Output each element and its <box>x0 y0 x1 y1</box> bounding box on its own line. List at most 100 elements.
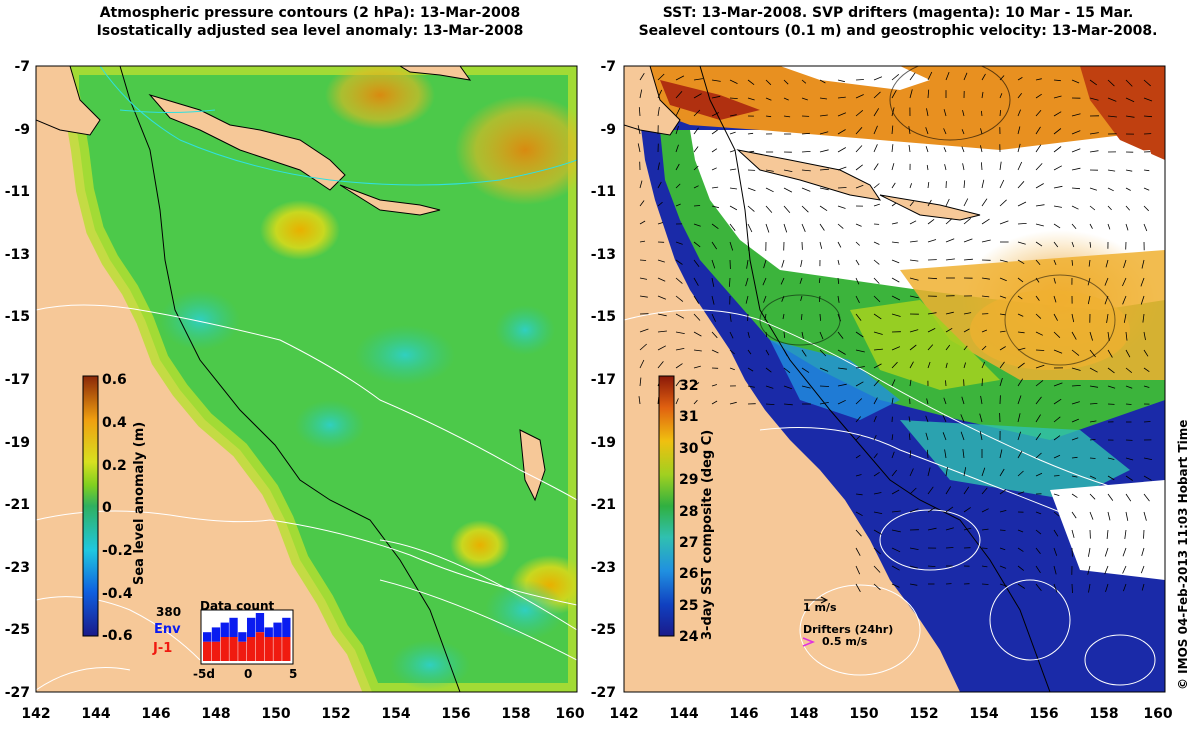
velocity-vector <box>1053 79 1061 82</box>
velocity-vector <box>801 169 811 172</box>
velocity-vector <box>999 583 1008 587</box>
velocity-vector <box>637 125 641 135</box>
inset-bar-j1 <box>203 641 212 661</box>
velocity-vector <box>891 182 896 189</box>
sst-map <box>624 66 1165 692</box>
velocity-vector <box>1125 223 1129 231</box>
velocity-vector <box>1107 493 1114 501</box>
velocity-vector <box>909 344 917 351</box>
velocity-vector <box>657 107 660 117</box>
velocity-vector <box>945 327 953 333</box>
velocity-vector <box>999 468 1005 477</box>
right-map-title: SST: 13-Mar-2008. SVP drifters (magenta)… <box>628 4 1168 40</box>
velocity-vector <box>1107 187 1114 192</box>
velocity-vector <box>927 199 932 207</box>
velocity-vector <box>783 331 786 338</box>
inset-bar-env <box>282 617 291 637</box>
velocity-vector <box>942 432 947 441</box>
velocity-vector <box>855 145 863 153</box>
velocity-vector <box>819 131 829 135</box>
inset-xtick-1: 0 <box>244 667 252 681</box>
velocity-vector <box>1107 115 1117 118</box>
velocity-vector <box>855 366 865 369</box>
right-lat-tick: -13 <box>591 247 616 263</box>
velocity-vector <box>891 547 901 553</box>
velocity-vector <box>1140 277 1145 287</box>
velocity-vector <box>981 528 989 531</box>
velocity-vector <box>963 328 970 333</box>
sla-cbar-tick-6: -0.6 <box>102 628 133 644</box>
velocity-vector <box>729 150 736 153</box>
velocity-vector <box>1087 277 1091 286</box>
velocity-vector <box>1017 77 1023 81</box>
velocity-vector <box>1125 457 1134 461</box>
velocity-vector <box>873 277 880 284</box>
velocity-vector <box>945 198 950 207</box>
velocity-vector <box>891 73 900 81</box>
right-lon-tick: 158 <box>1089 706 1118 722</box>
velocity-vector <box>1053 529 1059 537</box>
velocity-vector <box>711 186 719 189</box>
velocity-vector <box>927 467 931 477</box>
velocity-vector <box>675 363 683 369</box>
velocity-vector <box>855 398 863 405</box>
velocity-vector <box>711 277 715 287</box>
right-lon-tick: 148 <box>789 706 818 722</box>
left-lon-tick: 158 <box>501 706 530 722</box>
velocity-vector <box>1035 364 1045 369</box>
left-lat-tick: -7 <box>14 59 30 75</box>
velocity-vector <box>1125 187 1131 191</box>
right-lon-tick: 146 <box>729 706 758 722</box>
sst-colorbar: 32 31 30 29 28 27 26 25 24 3-day SST com… <box>658 375 715 645</box>
velocity-vector <box>819 205 828 212</box>
velocity-vector <box>873 397 878 405</box>
left-title-line1: Atmospheric pressure contours (2 hPa): 1… <box>99 5 521 21</box>
velocity-vector <box>909 277 919 281</box>
velocity-vector <box>960 414 965 423</box>
velocity-vector <box>675 259 683 265</box>
velocity-vector <box>747 205 755 212</box>
velocity-vector <box>961 129 965 135</box>
velocity-vector <box>1071 148 1081 153</box>
velocity-vector <box>1035 313 1042 319</box>
velocity-vector <box>801 223 806 232</box>
velocity-vector <box>981 378 983 387</box>
velocity-vector <box>711 79 721 82</box>
velocity-vector <box>891 565 900 571</box>
velocity-vector <box>639 72 645 81</box>
left-lon-tick: 156 <box>441 706 470 722</box>
velocity-vector <box>1017 295 1023 300</box>
velocity-vector <box>801 132 810 135</box>
velocity-vector <box>783 367 791 374</box>
velocity-vector <box>873 583 881 591</box>
velocity-vector <box>981 508 989 513</box>
velocity-vector <box>675 144 679 153</box>
velocity-vector <box>639 343 647 351</box>
inset-bar-env <box>211 627 221 642</box>
sla-cbar-tick-3: 0 <box>102 500 112 516</box>
velocity-vector <box>1035 204 1045 207</box>
velocity-vector <box>747 367 754 372</box>
velocity-vector <box>1035 259 1041 266</box>
velocity-vector <box>1104 565 1109 575</box>
velocity-vector <box>783 97 789 101</box>
velocity-vector <box>1088 259 1091 267</box>
right-lon-axis: 142 144 146 148 150 152 154 156 158 160 <box>609 706 1172 722</box>
inset-bar-env <box>255 613 265 633</box>
velocity-vector <box>657 345 666 351</box>
velocity-vector <box>891 361 898 369</box>
velocity-vector <box>855 511 863 517</box>
velocity-vector <box>891 489 900 495</box>
velocity-vector <box>1035 109 1042 117</box>
velocity-vector <box>729 187 738 190</box>
velocity-vector <box>1035 547 1041 555</box>
velocity-vector <box>1089 79 1098 86</box>
velocity-vector <box>1122 565 1127 574</box>
velocity-vector <box>1089 403 1098 405</box>
velocity-vector <box>1053 111 1062 117</box>
velocity-vector <box>891 259 900 264</box>
right-lon-tick: 156 <box>1029 706 1058 722</box>
velocity-vector <box>837 349 846 355</box>
velocity-vector <box>962 163 965 171</box>
velocity-vector <box>908 416 911 423</box>
